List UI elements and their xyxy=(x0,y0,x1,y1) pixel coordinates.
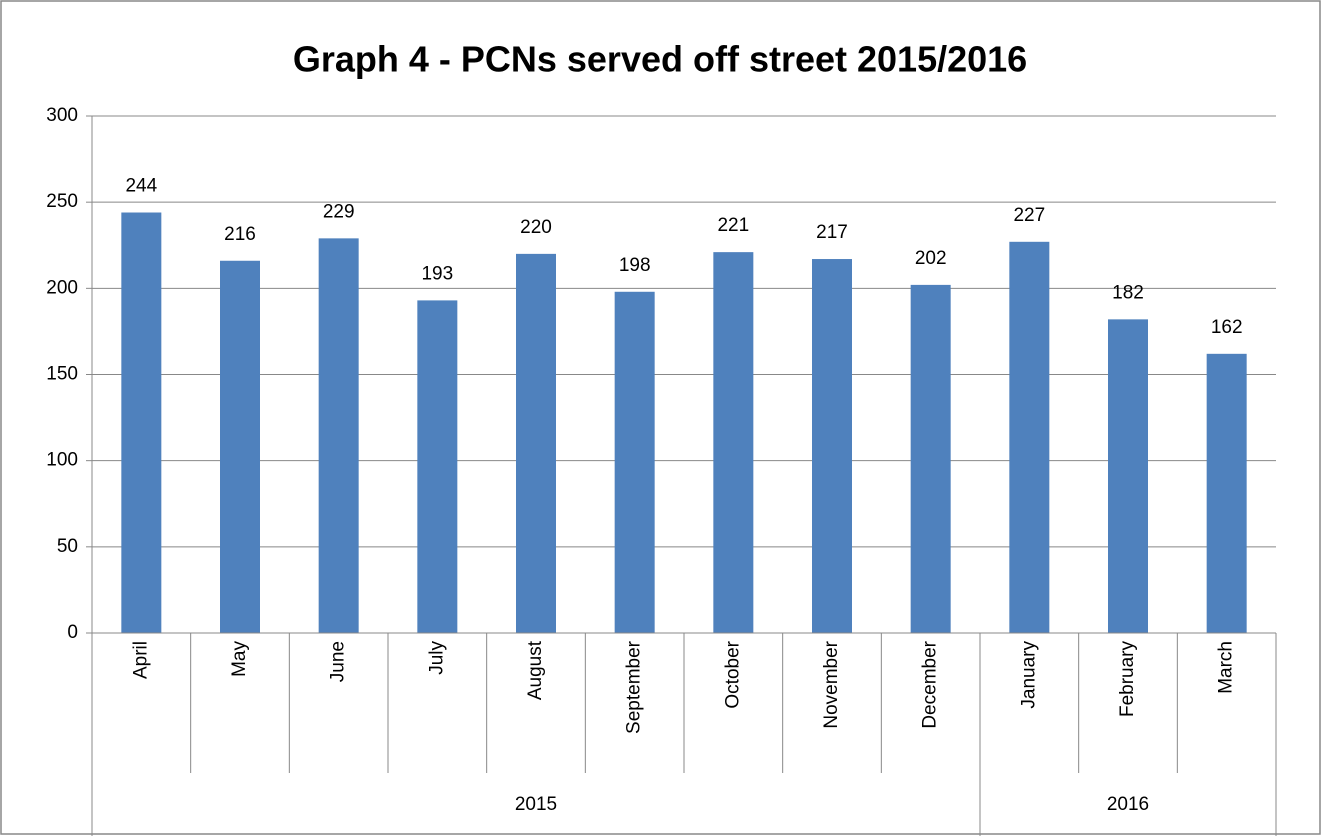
x-tick-label: October xyxy=(722,640,743,708)
y-tick-label: 300 xyxy=(46,105,78,126)
chart-title: Graph 4 - PCNs served off street 2015/20… xyxy=(293,39,1027,80)
x-tick-label: November xyxy=(821,640,842,728)
data-label: 229 xyxy=(323,201,355,222)
bar xyxy=(1206,353,1247,633)
data-label: 198 xyxy=(619,255,651,276)
data-label: 162 xyxy=(1211,317,1243,338)
bar xyxy=(318,238,359,633)
x-tick-label: May xyxy=(229,641,250,677)
group-label: 2016 xyxy=(1107,794,1149,815)
x-tick-label: September xyxy=(624,640,645,734)
data-label: 220 xyxy=(520,217,552,238)
y-tick-label: 50 xyxy=(57,536,78,557)
bar xyxy=(417,300,458,633)
y-tick-label: 250 xyxy=(46,191,78,212)
bar xyxy=(220,260,260,633)
bar xyxy=(121,212,162,634)
bar xyxy=(713,252,754,634)
x-tick-label: August xyxy=(525,640,546,700)
bar xyxy=(1108,319,1148,633)
data-label: 216 xyxy=(224,224,256,245)
y-tick-label: 100 xyxy=(46,450,78,471)
data-label: 221 xyxy=(717,215,749,236)
y-tick-label: 200 xyxy=(46,277,78,298)
data-label: 217 xyxy=(816,222,848,243)
bar xyxy=(1009,241,1050,633)
x-tick-label: February xyxy=(1117,641,1138,718)
data-label: 182 xyxy=(1112,282,1144,303)
data-label: 244 xyxy=(125,176,157,197)
data-label: 227 xyxy=(1013,205,1045,226)
bar xyxy=(614,291,655,633)
x-tick-label: June xyxy=(328,641,349,682)
y-tick-label: 0 xyxy=(67,622,78,643)
bar xyxy=(812,259,852,633)
bar xyxy=(516,253,556,633)
x-tick-label: January xyxy=(1018,641,1039,709)
data-label: 193 xyxy=(421,263,453,284)
y-tick-label: 150 xyxy=(46,364,78,385)
x-tick-label: April xyxy=(130,641,151,679)
group-label: 2015 xyxy=(515,794,557,815)
x-tick-label: March xyxy=(1216,641,1237,694)
data-label: 202 xyxy=(915,248,947,269)
bar xyxy=(910,284,951,633)
x-tick-label: December xyxy=(920,640,941,728)
x-tick-label: July xyxy=(426,641,447,675)
